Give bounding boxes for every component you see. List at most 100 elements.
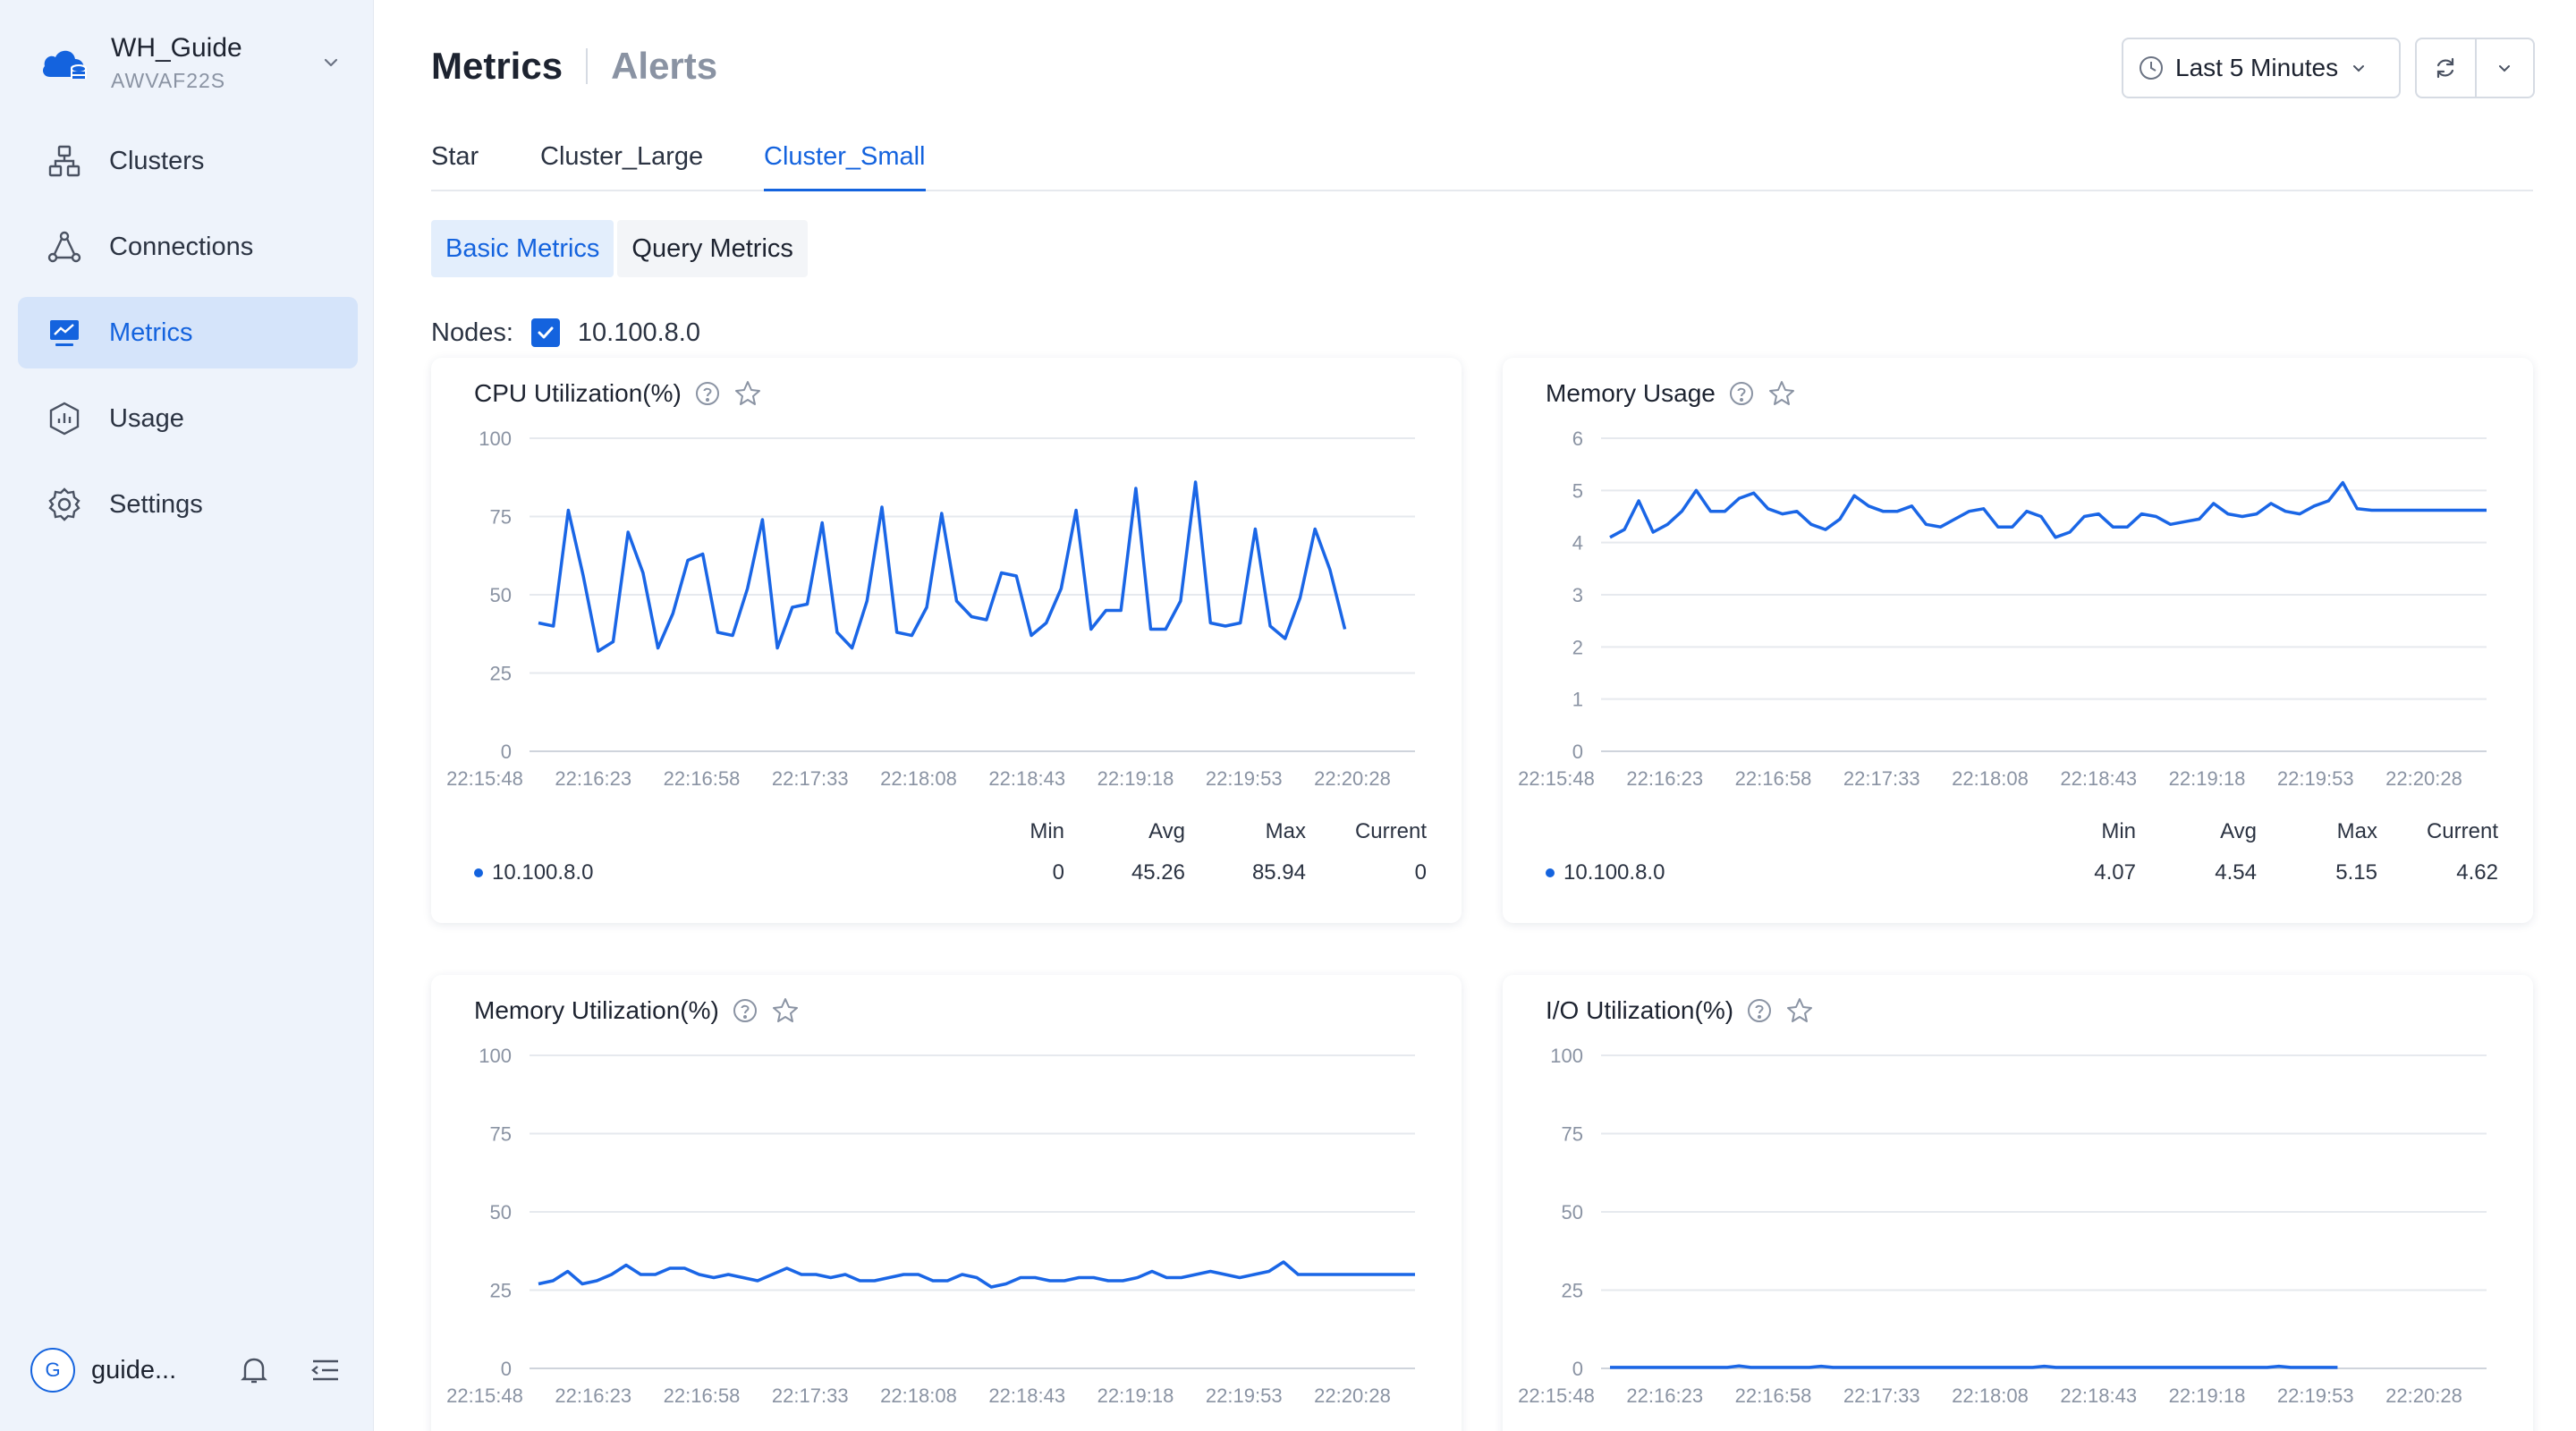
title-divider [586,48,589,84]
x-tick-label: 22:19:53 [2277,767,2354,790]
refresh-button[interactable] [2417,39,2475,97]
x-tick-label: 22:20:28 [1314,1384,1391,1407]
y-tick-label: 75 [1562,1123,1583,1146]
x-tick-label: 22:19:53 [1206,767,1283,790]
workspace-switcher[interactable]: WH_Guide AWVAF22S [39,27,343,98]
y-tick-label: 0 [1572,1358,1583,1380]
x-tick-label: 22:18:08 [880,767,957,790]
help-icon[interactable] [1746,997,1773,1024]
y-tick-label: 100 [479,1045,512,1067]
time-range-select[interactable]: Last 5 Minutes [2122,38,2401,98]
stat-header-max: Max [2336,819,2377,843]
star-icon[interactable] [733,379,762,408]
tab-cluster-small[interactable]: Cluster_Small [764,134,926,191]
x-tick-label: 22:16:58 [664,767,741,790]
y-tick-label: 0 [1572,741,1583,763]
x-tick-label: 22:19:18 [2169,1384,2246,1407]
help-icon[interactable] [732,997,758,1024]
sidebar-item-label: Metrics [109,318,193,347]
refresh-interval-dropdown[interactable] [2474,39,2533,97]
sidebar-item-label: Connections [109,232,254,261]
tab-query-metrics[interactable]: Query Metrics [617,220,808,277]
x-tick-label: 22:20:28 [1314,767,1391,790]
x-tick-label: 22:16:23 [555,767,631,790]
collapse-menu-icon[interactable] [308,1352,343,1388]
bell-icon[interactable] [236,1352,272,1388]
stat-header-avg: Avg [2220,819,2257,843]
y-tick-label: 3 [1572,584,1583,606]
memory-utilization-chart: 100 75 50 25 0 22:15:48 22:16:23 22:16:58 22:17:… [446,1045,1415,1407]
x-tick-label: 22:18:43 [988,767,1065,790]
main-content: Metrics Alerts Last 5 Minutes Star Clust… [431,0,2535,1431]
stat-current: 0 [1414,860,1427,885]
y-tick-label: 100 [479,428,512,450]
y-tick-label: 50 [1562,1201,1583,1224]
page-title[interactable]: Metrics [431,45,564,87]
tab-basic-metrics[interactable]: Basic Metrics [431,220,614,277]
refresh-icon [2437,57,2454,79]
node-checkbox[interactable] [530,318,560,347]
sidebar-item-clusters[interactable]: Clusters [18,125,358,197]
x-tick-label: 22:16:23 [1626,1384,1703,1407]
sidebar-nav: Clusters Connections Metrics [18,125,358,555]
star-icon[interactable] [1767,379,1796,408]
stat-current: 4.62 [2456,860,2498,885]
stat-header-avg: Avg [1148,819,1185,843]
y-tick-label: 5 [1572,479,1583,502]
sidebar-item-usage[interactable]: Usage [18,383,358,454]
x-tick-label: 22:16:58 [1735,767,1812,790]
x-tick-label: 22:16:23 [555,1384,631,1407]
x-tick-label: 22:18:08 [880,1384,957,1407]
clock-icon [2140,56,2163,80]
tab-star[interactable]: Star [431,142,479,171]
x-tick-label: 22:18:08 [1952,1384,2029,1407]
legend-label[interactable]: 10.100.8.0 [1563,860,1665,885]
sidebar-item-metrics[interactable]: Metrics [18,297,358,368]
chart-title: Memory Utilization(%) [474,996,719,1024]
clusters-icon [48,145,80,177]
x-tick-label: 22:15:48 [1518,1384,1595,1407]
sidebar-item-connections[interactable]: Connections [18,211,358,283]
legend-label[interactable]: 10.100.8.0 [492,860,594,885]
help-icon[interactable] [694,380,721,407]
user-name[interactable]: guide... [91,1355,177,1384]
y-tick-label: 25 [1562,1280,1583,1302]
y-tick-label: 50 [490,1201,512,1224]
cpu-utilization-chart: 100 75 50 25 0 22:15:48 22:16:23 22:16:58 22:17:… [446,428,1415,790]
series-line [1610,1364,2338,1369]
y-tick-label: 25 [490,663,512,685]
x-tick-label: 22:17:33 [772,767,849,790]
io-utilization-card: I/O Utilization(%) 100 75 50 25 0 22:15:48 22:… [1503,975,2533,1431]
stat-header-min: Min [1030,819,1064,843]
chart-title: I/O Utilization(%) [1546,996,1734,1024]
connections-icon [47,231,81,263]
x-tick-label: 22:19:53 [1206,1384,1283,1407]
help-icon[interactable] [1728,380,1755,407]
sidebar-item-settings[interactable]: Settings [18,469,358,540]
x-tick-label: 22:19:53 [2277,1384,2354,1407]
io-utilization-chart: 100 75 50 25 0 22:15:48 22:16:23 22:16:58 22:17:… [1518,1045,2487,1407]
stat-min: 4.07 [2094,860,2136,885]
series-line [1609,480,2487,539]
stat-header-max: Max [1265,819,1306,843]
star-icon[interactable] [1785,996,1814,1025]
stat-max: 85.94 [1251,860,1306,885]
x-tick-label: 22:20:28 [2385,767,2462,790]
avatar[interactable]: G [30,1348,75,1393]
user-footer: G guide... [30,1342,343,1399]
x-tick-label: 22:17:33 [1843,767,1920,790]
alerts-link[interactable]: Alerts [611,45,718,87]
memory-usage-card: Memory Usage 6 5 4 3 2 1 0 22:15:48 22:16:23 22:1… [1503,358,2533,923]
x-tick-label: 22:19:18 [2169,767,2246,790]
chart-title: Memory Usage [1546,379,1716,407]
y-tick-label: 4 [1572,532,1583,555]
cpu-utilization-card: CPU Utilization(%) 100 75 50 25 0 22:15:48 22:… [431,358,1462,923]
stat-min: 0 [1052,860,1064,885]
checkmark-icon [538,326,554,339]
stat-avg: 4.54 [2215,860,2257,885]
legend-dot [1546,868,1555,877]
tab-cluster-large[interactable]: Cluster_Large [540,142,704,171]
refresh-button-group [2415,38,2535,98]
gear-icon [48,487,80,521]
star-icon[interactable] [771,996,800,1025]
